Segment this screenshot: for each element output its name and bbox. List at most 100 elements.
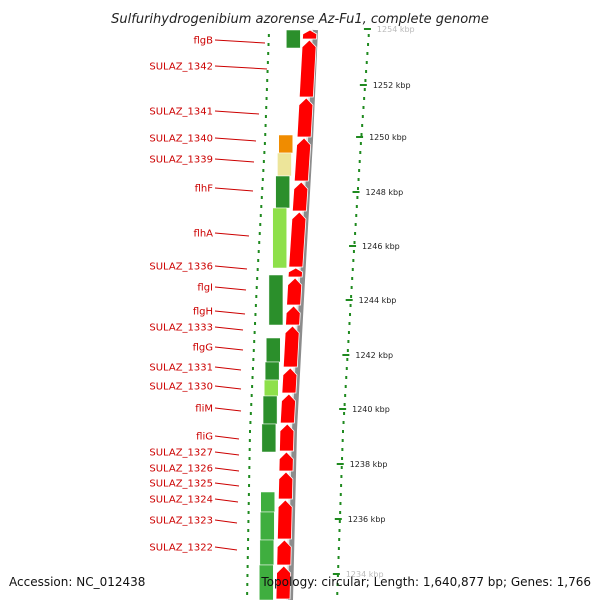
gene-label: flhA xyxy=(194,229,214,240)
ring-dot xyxy=(340,466,343,469)
cds-arrow xyxy=(296,97,314,138)
ring-dot xyxy=(349,313,352,316)
ring-dot xyxy=(248,448,251,451)
ring-dot xyxy=(341,457,344,460)
ring-dot xyxy=(342,421,345,424)
dotted-ring-inner xyxy=(246,34,270,595)
gene-label: SULAZ_1331 xyxy=(149,363,213,374)
gene-label: SULAZ_1327 xyxy=(149,448,213,459)
ring-dot xyxy=(341,448,344,451)
leader-line xyxy=(214,187,254,192)
ring-dot xyxy=(253,340,256,343)
ring-dot xyxy=(337,547,340,550)
ring-dot xyxy=(246,574,249,577)
gene-labels: flgB SULAZ_1342 SULAZ_1341 SULAZ_1340 SULAZ_… xyxy=(149,36,213,554)
kbp-label: 1238 kbp xyxy=(350,460,388,469)
ring-dot xyxy=(266,61,269,64)
ring-dot xyxy=(340,475,343,478)
ring-dot xyxy=(265,88,268,91)
ring-dot xyxy=(249,430,251,433)
ring-dot xyxy=(364,79,367,82)
kbp-label: 1236 kbp xyxy=(348,515,386,524)
ring-dot xyxy=(358,160,361,163)
feature-track xyxy=(259,29,301,600)
feature-block xyxy=(259,564,274,600)
ring-dot xyxy=(249,412,252,415)
gene-label: fliM xyxy=(195,404,213,415)
ring-dot xyxy=(363,97,366,100)
ring-dot xyxy=(247,529,250,532)
gene-label: SULAZ_1330 xyxy=(149,382,213,393)
ring-dot xyxy=(259,214,262,217)
ring-dot xyxy=(248,466,251,469)
ring-dot xyxy=(348,322,351,325)
gene-label: SULAZ_1333 xyxy=(149,323,213,334)
gene-label: flgB xyxy=(193,36,213,47)
ring-dot xyxy=(345,376,348,379)
leader-line xyxy=(214,137,257,142)
ring-dot xyxy=(337,565,340,568)
ring-dot xyxy=(256,277,259,280)
ring-dot xyxy=(250,394,253,397)
gene-label: fliG xyxy=(196,432,213,443)
ring-dot xyxy=(246,565,249,568)
leader-line xyxy=(214,158,255,163)
kbp-label: 1240 kbp xyxy=(352,405,390,414)
ring-dot xyxy=(363,88,366,91)
ring-dot xyxy=(352,259,355,262)
ring-dot xyxy=(337,556,340,559)
gene-label: SULAZ_1325 xyxy=(149,479,213,490)
feature-block xyxy=(259,539,275,566)
ring-dot xyxy=(338,529,341,532)
feature-block xyxy=(264,361,280,381)
feature-block xyxy=(260,491,275,513)
ring-dot xyxy=(343,412,346,415)
ring-dot xyxy=(254,313,257,316)
leader-line xyxy=(214,366,242,371)
ring-dot xyxy=(338,520,341,523)
ring-dot xyxy=(262,169,265,172)
gene-label: SULAZ_1340 xyxy=(149,134,213,145)
kbp-label: 1244 kbp xyxy=(359,296,397,305)
ring-dot xyxy=(255,295,258,298)
leader-line xyxy=(214,407,242,412)
gene-label: SULAZ_1342 xyxy=(149,62,213,73)
gene-label: SULAZ_1339 xyxy=(149,155,213,166)
ring-dot xyxy=(356,196,359,199)
cds-arrow xyxy=(282,325,300,368)
ring-dot xyxy=(246,556,249,559)
gene-label: flhF xyxy=(195,184,214,195)
ring-dot xyxy=(355,205,358,208)
ring-dot xyxy=(352,250,355,253)
ring-dot xyxy=(250,403,253,406)
ring-dot xyxy=(360,133,363,136)
ring-dot xyxy=(350,286,353,289)
kbp-label: 1234 kbp xyxy=(346,570,384,579)
leader-line xyxy=(214,385,242,390)
cds-arrow xyxy=(293,137,312,182)
ring-dot xyxy=(256,268,259,271)
leader-line xyxy=(214,482,240,487)
ring-dot xyxy=(247,538,250,541)
gene-label: flgI xyxy=(197,283,213,294)
feature-block xyxy=(277,152,292,177)
kbp-label: 1242 kbp xyxy=(355,351,393,360)
ring-dot xyxy=(345,367,348,370)
feature-block xyxy=(262,395,278,425)
ring-dot xyxy=(259,223,262,226)
gene-label: flgG xyxy=(193,343,213,354)
ring-dot xyxy=(339,511,342,514)
ring-dot xyxy=(343,403,346,406)
ring-dot xyxy=(253,331,256,334)
ring-dot xyxy=(358,169,361,172)
kbp-label: 1248 kbp xyxy=(366,188,404,197)
gene-label: SULAZ_1323 xyxy=(149,516,213,527)
ring-dot xyxy=(263,151,266,154)
ring-dot xyxy=(257,259,260,262)
ring-dot xyxy=(247,511,250,514)
kbp-label: 1246 kbp xyxy=(362,242,400,251)
feature-block xyxy=(275,175,290,209)
gene-label: SULAZ_1326 xyxy=(149,464,213,475)
cds-arrow xyxy=(287,267,303,278)
ring-dot xyxy=(248,457,251,460)
